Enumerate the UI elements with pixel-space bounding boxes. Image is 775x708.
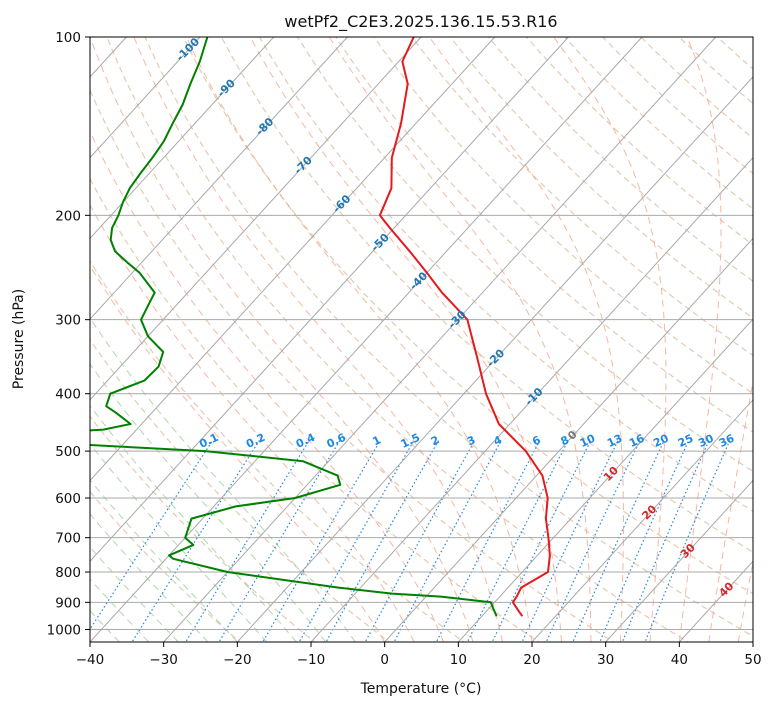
- isotherm-line: [90, 37, 643, 642]
- moist-adiabat: [90, 479, 238, 642]
- mixing-ratio-label: 25: [676, 432, 695, 450]
- moist-adiabat: [678, 37, 722, 642]
- mixing-ratio-line: [521, 440, 619, 642]
- mixing-ratio-line: [131, 440, 260, 642]
- y-tick-label: 600: [55, 491, 81, 507]
- moist-adiabat: [328, 37, 592, 642]
- mixing-ratio-label: 30: [696, 432, 716, 450]
- dry-adiabat: [449, 37, 753, 319]
- mixing-ratio-line: [393, 440, 502, 642]
- temperature-profile-line: [378, 37, 551, 617]
- x-tick-label: −40: [76, 652, 105, 668]
- x-tick-label: −30: [149, 652, 178, 668]
- mixing-ratio-label: 10: [578, 432, 598, 450]
- moist-adiabat: [737, 559, 753, 642]
- moist-adiabat: [249, 37, 562, 642]
- moist-adiabat: [90, 363, 327, 642]
- dewpoint-profile-line: [90, 37, 498, 617]
- x-tick-label: 10: [450, 652, 467, 668]
- isotherm-line: [605, 479, 753, 642]
- x-tick-label: 0: [380, 652, 389, 668]
- plot-frame: [89, 36, 754, 643]
- mixing-ratio-label: 16: [627, 432, 647, 450]
- isotherm-line: [90, 37, 569, 563]
- x-tick-label: −20: [223, 652, 252, 668]
- mixing-ratio-label: 36: [717, 432, 737, 450]
- series-layer: [90, 37, 551, 617]
- y-tick-label: 300: [55, 313, 81, 329]
- x-tick-label: 20: [523, 652, 540, 668]
- isotherm-line: [384, 237, 753, 642]
- mixing-ratio-line: [621, 440, 710, 642]
- isotherm-line: [531, 399, 753, 642]
- axes: −40 −30 −20 −10 0 10 20 30 40 50 100 200 300 400 500 60…: [47, 30, 762, 668]
- moist-adiabat: [708, 378, 753, 642]
- isotherm-line: [90, 37, 422, 401]
- moist-adiabat: [90, 130, 445, 642]
- background-lines: [90, 37, 753, 642]
- isotherm-line: [310, 156, 753, 642]
- mixing-ratio-label: 20: [651, 432, 671, 450]
- y-tick-label: 200: [55, 208, 81, 224]
- dry-adiabat: [487, 37, 753, 282]
- dry-adiabat: [411, 37, 753, 357]
- isotherm-line: [457, 318, 753, 642]
- mixing-ratio-line: [218, 440, 341, 642]
- moist-adiabat: [428, 37, 624, 642]
- y-axis-label: Pressure (hPa): [11, 289, 27, 389]
- y-tick-label: 100: [55, 30, 81, 46]
- x-tick-label: −10: [297, 652, 326, 668]
- moist-adiabat: [90, 443, 268, 642]
- chart-title: wetPf2_C2E3.2025.136.15.53.R16: [284, 12, 557, 32]
- dry-adiabat: [220, 37, 753, 553]
- x-tick-label: 40: [671, 652, 688, 668]
- isotherm-line: [90, 37, 496, 482]
- mixing-ratio-line: [325, 440, 440, 642]
- y-tick-label: 1000: [47, 622, 81, 638]
- x-tick-label: 50: [744, 652, 761, 668]
- mixing-ratio-line: [599, 440, 690, 642]
- moist-adiabat: [553, 37, 667, 642]
- y-tick-label: 500: [55, 444, 81, 460]
- mixing-ratio-line: [262, 440, 381, 642]
- mixing-ratio-line: [644, 440, 731, 642]
- mixing-ratio-line: [185, 440, 310, 642]
- moist-adiabat: [90, 264, 386, 642]
- isotherm-line: [90, 37, 201, 159]
- y-tick-label: 800: [55, 565, 81, 581]
- isotherm-line: [90, 37, 348, 320]
- moist-adiabat: [90, 404, 297, 642]
- mixing-ratio-line: [364, 440, 476, 642]
- x-tick-label: 30: [597, 652, 614, 668]
- mixing-ratio-line: [545, 440, 641, 642]
- mixing-ratio-line: [90, 440, 214, 631]
- mixing-ratio-label: 13: [605, 432, 624, 450]
- isotherm-line: [90, 37, 275, 240]
- x-axis-label: Temperature (°C): [360, 681, 482, 697]
- y-tick-label: 900: [55, 595, 81, 611]
- y-tick-label: 400: [55, 387, 81, 403]
- moist-adiabat: [185, 37, 533, 642]
- isotherm-line: [236, 76, 753, 642]
- moist-adiabat: [90, 37, 474, 642]
- mixing-ratio-line: [435, 440, 541, 642]
- moist-adiabat: [90, 204, 415, 642]
- dry-adiabat: [182, 37, 753, 595]
- mixing-ratio-line: [298, 440, 415, 642]
- y-tick-label: 700: [55, 531, 81, 547]
- isotherm-line: [163, 37, 717, 642]
- moist-adiabat: [90, 317, 356, 642]
